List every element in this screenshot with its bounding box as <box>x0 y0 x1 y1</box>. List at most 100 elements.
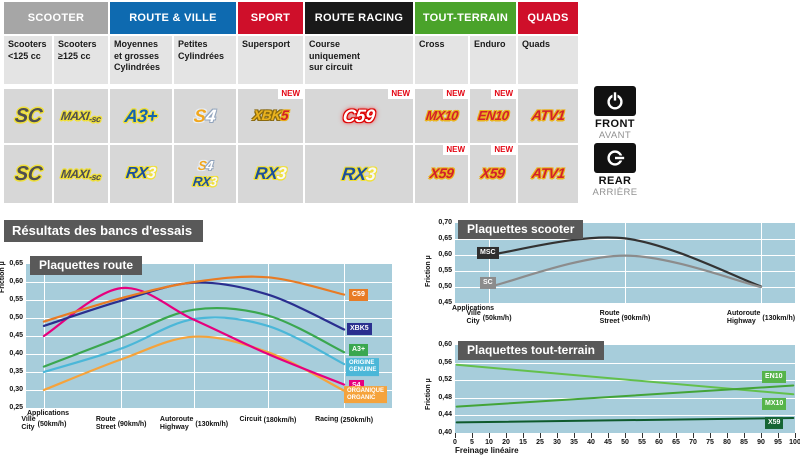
subcategory-course-uniquement-sur-circuit: Course uniquement sur circuit <box>305 36 413 84</box>
pad-sc: SC <box>4 145 52 203</box>
pad-sc: SC <box>4 89 52 143</box>
series-xbk5 <box>42 281 346 331</box>
x-tick-mark <box>506 433 507 438</box>
logo-part: MX10 <box>424 108 459 123</box>
category-quads: QUADS <box>518 2 578 34</box>
logo-part: ATV1 <box>530 165 566 181</box>
logo-part: ATV1 <box>530 107 566 123</box>
y-tick-label: 0,48 <box>438 393 452 401</box>
pad-logo: SC <box>13 163 42 185</box>
legend-a3: A3+ <box>349 344 369 357</box>
series-origine-genuine <box>42 316 346 374</box>
legend-sc: SC <box>480 276 496 289</box>
subcategory-moyennes-et-grosses-cylindr-es: Moyennes et grosses Cylindrées <box>110 36 172 84</box>
y-tick-label: 0,52 <box>438 376 452 384</box>
logo-part: 3 <box>365 163 377 184</box>
applications-label: Applications <box>27 410 70 417</box>
pad-x59: NEW X59 <box>470 145 516 203</box>
x-tick-mark <box>642 433 643 438</box>
chart-scooter-title: Plaquettes scooter <box>458 220 584 239</box>
x-tick-label: 55 <box>638 439 646 446</box>
pad-logo: MAXI-sc <box>60 166 101 182</box>
gridline-h <box>455 397 795 399</box>
section-title: Résultats des bancs d'essais <box>4 220 204 242</box>
x-tick-label: 80 <box>723 439 731 446</box>
axle-label: FRONT <box>595 118 635 130</box>
x-tick-label: 100 <box>789 439 800 446</box>
logo-part: RX <box>192 174 212 189</box>
x-tick-mark <box>472 433 473 438</box>
y-tick-label: 0,65 <box>438 235 452 242</box>
x-tick-mark <box>557 433 558 438</box>
legend-c59: C59 <box>349 288 368 301</box>
x-tick-label: Route Street (90km/h) <box>95 416 147 432</box>
pad-s4-rx3: S4 RX3 <box>174 145 236 203</box>
pad-c59: NEW C59 <box>305 89 413 143</box>
category-scooter: SCOOTER <box>4 2 108 34</box>
pad-x59: NEW X59 <box>415 145 468 203</box>
pad-logo: RX3 <box>254 164 288 183</box>
axle-label: REAR <box>598 175 632 187</box>
gridline-h <box>455 380 795 382</box>
x-tick-mark <box>574 433 575 438</box>
y-tick-label: 0,45 <box>9 332 23 339</box>
legend-en10: EN10 <box>762 371 786 384</box>
pad-atv1: ATV1 <box>518 89 578 143</box>
logo-part: C59 <box>342 105 376 126</box>
applications-label: Applications <box>452 305 495 312</box>
rear-axle-indicator: REAR ARRIÈRE <box>592 143 638 198</box>
x-tick-mark <box>710 433 711 438</box>
series-a3 <box>42 306 346 368</box>
y-tick-label: 0,55 <box>438 267 452 274</box>
y-tick-label: 0,30 <box>9 386 23 393</box>
x-tick-mark <box>625 433 626 438</box>
front-axle-indicator: FRONT AVANT <box>592 86 638 141</box>
pad-selector-table: SCOOTER ROUTE & VILLE SPORT ROUTE RACING TOU… <box>4 2 578 203</box>
y-tick-label: 0,35 <box>9 368 23 375</box>
x-tick-mark <box>489 433 490 438</box>
x-tick-mark <box>523 433 524 438</box>
legend-msc: MSC <box>477 246 499 259</box>
x-tick-label: 95 <box>774 439 782 446</box>
new-badge: NEW <box>388 89 413 99</box>
pad-logo: RX3 <box>341 163 377 184</box>
pad-maxi-sc: MAXI-sc <box>54 89 108 143</box>
x-tick-mark <box>540 433 541 438</box>
category-route-racing: ROUTE RACING <box>305 2 413 34</box>
subcategory-enduro: Enduro <box>470 36 516 84</box>
y-tick-label: 0,40 <box>9 350 23 357</box>
chart-route-plot <box>26 264 392 408</box>
pad-maxi-sc: MAXI-sc <box>54 145 108 203</box>
logo-part: X59 <box>480 165 506 181</box>
y-tick-label: 0,50 <box>9 314 23 321</box>
x-tick-mark <box>693 433 694 438</box>
chart-scooter-series <box>487 236 763 289</box>
series-c59 <box>42 275 346 323</box>
x-tick-mark <box>455 433 456 438</box>
pad-xbk5: NEW XBK5 <box>238 89 303 143</box>
pad-atv1: ATV1 <box>518 145 578 203</box>
new-badge: NEW <box>443 145 468 155</box>
x-tick-label: 45 <box>604 439 612 446</box>
new-badge: NEW <box>491 89 516 99</box>
y-tick-label: 0,56 <box>438 358 452 366</box>
pad-logo: EN10 <box>477 108 509 124</box>
pad-a3: A3+ <box>110 89 172 143</box>
rear-pad-row: SC MAXI-sc RX3 S4 RX3 RX3 RX3 NEW X59 NEW X59 ATV1 <box>4 145 578 203</box>
x-tick-label: 65 <box>672 439 680 446</box>
chart-terrain-series <box>455 363 795 424</box>
pad-logo: X59 <box>480 165 506 182</box>
y-tick-label: 0,60 <box>9 278 23 285</box>
y-axis-label: Friction µ <box>0 261 6 293</box>
new-badge: NEW <box>278 89 303 99</box>
pad-rx3: RX3 <box>238 145 303 203</box>
y-tick-label: 0,55 <box>9 296 23 303</box>
legend-organique-organic: ORGANIQUE ORGANIC <box>344 385 388 404</box>
rear-brake-disc-icon <box>594 143 636 173</box>
series-en10 <box>455 384 795 408</box>
x-tick-mark <box>659 433 660 438</box>
new-badge: NEW <box>491 145 516 155</box>
x-tick-label: 90 <box>757 439 765 446</box>
x-tick-label: 40 <box>587 439 595 446</box>
subcategory-supersport: Supersport <box>238 36 303 84</box>
